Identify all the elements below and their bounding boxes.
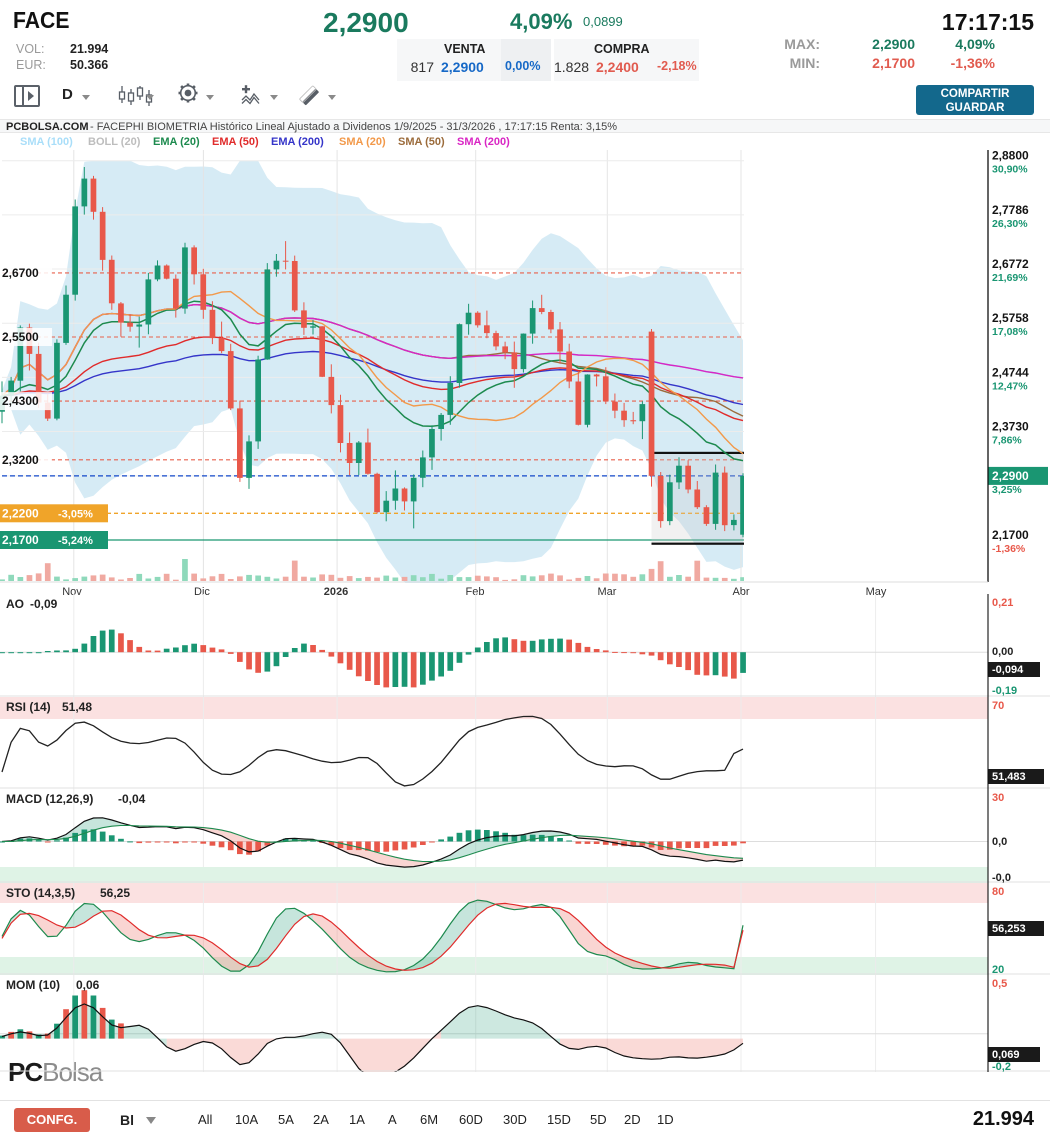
svg-text:-3,05%: -3,05% — [58, 508, 93, 520]
svg-text:-0,19: -0,19 — [992, 685, 1017, 697]
svg-text:0,06: 0,06 — [76, 978, 100, 992]
svg-text:17,08%: 17,08% — [992, 326, 1028, 338]
svg-text:MACD (12,26,9): MACD (12,26,9) — [6, 792, 93, 806]
svg-text:80: 80 — [992, 886, 1004, 898]
svg-text:2,1700: 2,1700 — [992, 528, 1029, 542]
svg-text:2,3730: 2,3730 — [992, 420, 1029, 434]
svg-text:21,69%: 21,69% — [992, 272, 1028, 284]
svg-text:51,48: 51,48 — [62, 700, 92, 714]
svg-text:-0,04: -0,04 — [118, 792, 146, 806]
svg-text:-0,0: -0,0 — [992, 872, 1011, 883]
svg-text:0,5: 0,5 — [992, 978, 1007, 990]
svg-text:2,5758: 2,5758 — [992, 311, 1029, 325]
svg-text:0,21: 0,21 — [992, 597, 1013, 609]
svg-text:AO: AO — [6, 597, 24, 611]
svg-text:30: 30 — [992, 792, 1004, 804]
svg-text:3,25%: 3,25% — [992, 484, 1022, 496]
svg-text:2,1700: 2,1700 — [2, 533, 39, 547]
svg-text:2,8800: 2,8800 — [992, 149, 1029, 163]
svg-text:56,253: 56,253 — [992, 923, 1026, 935]
svg-text:2,6772: 2,6772 — [992, 257, 1029, 271]
svg-text:2,4300: 2,4300 — [2, 394, 39, 408]
svg-text:2,2200: 2,2200 — [2, 506, 39, 520]
svg-text:-0,094: -0,094 — [992, 664, 1024, 676]
svg-text:-5,24%: -5,24% — [58, 535, 93, 547]
svg-text:0,00: 0,00 — [992, 646, 1013, 658]
svg-text:12,47%: 12,47% — [992, 380, 1028, 392]
svg-text:0,069: 0,069 — [992, 1049, 1020, 1061]
svg-text:70: 70 — [992, 700, 1004, 712]
svg-text:2,5500: 2,5500 — [2, 330, 39, 344]
svg-text:2,3200: 2,3200 — [2, 453, 39, 467]
svg-text:51,483: 51,483 — [992, 771, 1026, 783]
svg-text:-0,2: -0,2 — [992, 1061, 1011, 1072]
svg-text:2,6700: 2,6700 — [2, 266, 39, 280]
svg-text:-1,36%: -1,36% — [992, 543, 1026, 555]
svg-text:7,86%: 7,86% — [992, 435, 1022, 447]
svg-text:MOM (10): MOM (10) — [6, 978, 60, 992]
svg-text:2,2900: 2,2900 — [992, 469, 1029, 483]
svg-text:2,7786: 2,7786 — [992, 203, 1029, 217]
svg-text:RSI (14): RSI (14) — [6, 700, 51, 714]
svg-text:STO (14,3,5): STO (14,3,5) — [6, 886, 75, 900]
svg-text:2,4744: 2,4744 — [992, 365, 1029, 379]
svg-text:56,25: 56,25 — [100, 886, 130, 900]
svg-text:0,0: 0,0 — [992, 836, 1007, 848]
svg-text:20: 20 — [992, 964, 1004, 975]
svg-text:-0,09: -0,09 — [30, 597, 58, 611]
svg-text:30,90%: 30,90% — [992, 164, 1028, 176]
svg-text:26,30%: 26,30% — [992, 218, 1028, 230]
